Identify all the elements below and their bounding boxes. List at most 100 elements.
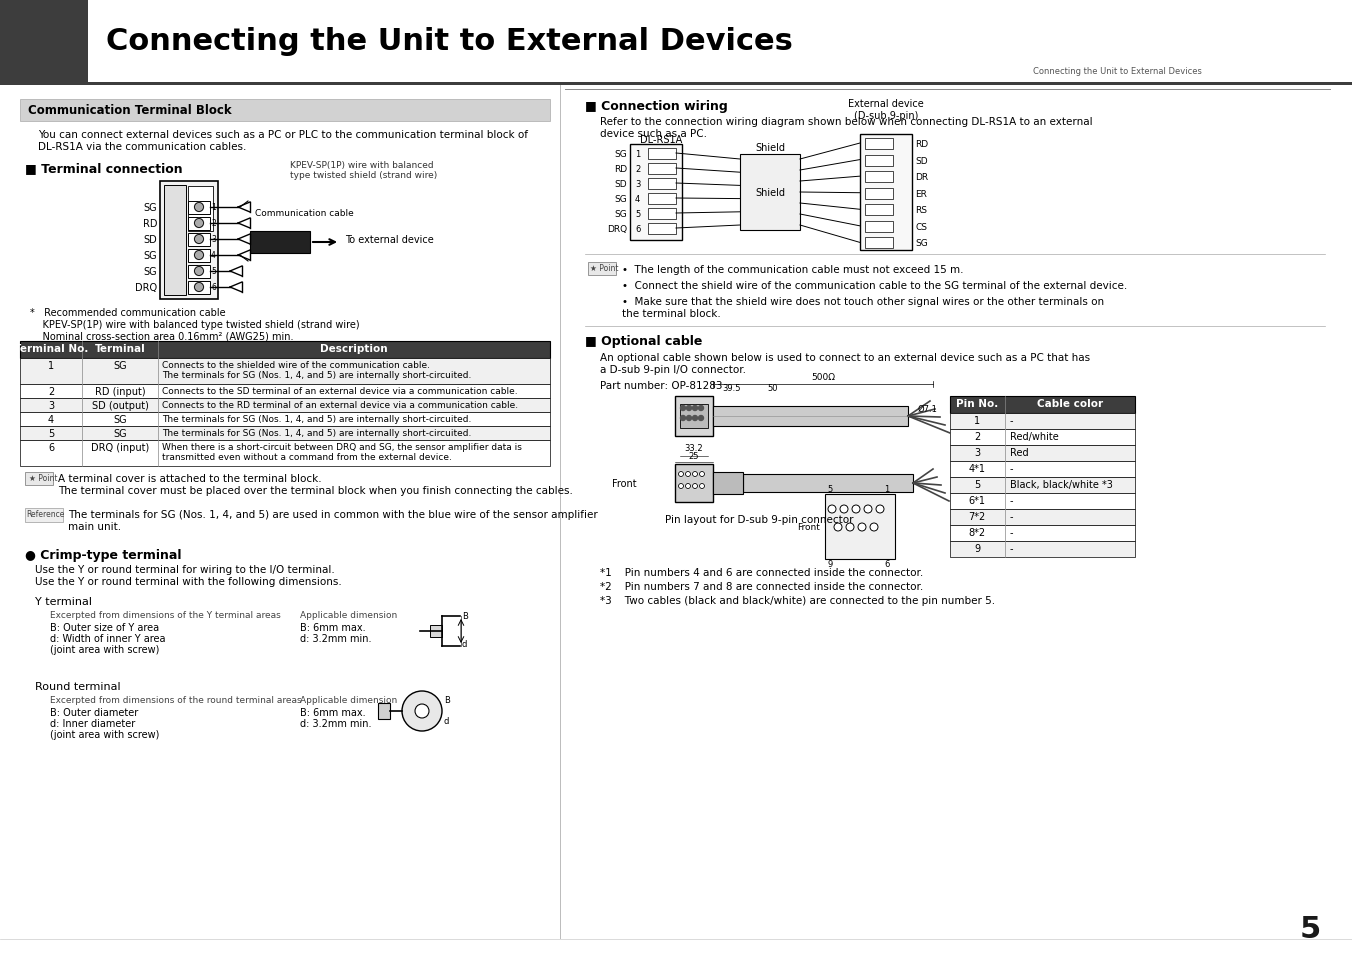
Text: 6*1: 6*1 (968, 496, 986, 505)
Text: ■ Optional cable: ■ Optional cable (585, 335, 703, 348)
Bar (865, 222, 894, 233)
Bar (430, 625, 442, 638)
Text: •  The length of the communication cable must not exceed 15 m.: • The length of the communication cable … (622, 265, 964, 274)
Text: RD: RD (915, 140, 927, 149)
Bar (860, 135, 913, 251)
Text: Communication cable: Communication cable (256, 209, 354, 218)
Bar (188, 218, 210, 231)
Text: 2: 2 (211, 219, 216, 228)
Bar (20, 358, 550, 385)
Circle shape (687, 416, 691, 421)
Text: Cable color: Cable color (1037, 398, 1103, 409)
Text: You can connect external devices such as a PC or PLC to the communication termin: You can connect external devices such as… (38, 130, 529, 152)
Text: To external device: To external device (345, 234, 434, 245)
Circle shape (692, 472, 698, 477)
Text: B: B (462, 612, 468, 620)
Text: SG: SG (614, 210, 627, 219)
Text: The terminals for SG (Nos. 1, 4, and 5) are internally short-circuited.: The terminals for SG (Nos. 1, 4, and 5) … (162, 415, 472, 423)
Text: Connecting the Unit to External Devices: Connecting the Unit to External Devices (105, 28, 792, 56)
Text: Use the Y or round terminal for wiring to the I/O terminal.
Use the Y or round t: Use the Y or round terminal for wiring t… (35, 564, 342, 586)
Text: ● Crimp-type terminal: ● Crimp-type terminal (24, 548, 181, 561)
Text: Connecting the Unit to External Devices: Connecting the Unit to External Devices (1033, 67, 1202, 76)
Text: CS: CS (915, 223, 927, 232)
Bar (950, 446, 1134, 461)
Bar (950, 414, 1134, 430)
Bar (648, 149, 676, 160)
Text: SG: SG (114, 360, 127, 371)
Text: Round terminal: Round terminal (35, 681, 120, 691)
Text: •  Make sure that the shield wire does not touch other signal wires or the other: • Make sure that the shield wire does no… (622, 296, 1105, 318)
Bar (648, 164, 676, 174)
Text: DL-RS1A: DL-RS1A (639, 135, 683, 145)
Text: ★ Point: ★ Point (28, 474, 58, 482)
Bar (630, 145, 681, 241)
Circle shape (834, 523, 842, 532)
Bar (740, 154, 800, 231)
Text: KPEV-SP(1P) wire with balanced
type twisted shield (strand wire): KPEV-SP(1P) wire with balanced type twis… (289, 160, 437, 180)
Text: 4: 4 (211, 251, 216, 260)
Text: Front: Front (798, 523, 821, 532)
Text: 3: 3 (211, 234, 216, 244)
Bar (680, 405, 708, 429)
Text: DR: DR (915, 172, 927, 182)
Text: RD: RD (614, 165, 627, 173)
Text: SD: SD (614, 180, 627, 189)
Text: 50: 50 (768, 384, 779, 393)
Text: 1: 1 (211, 203, 216, 212)
Text: SG: SG (143, 203, 157, 213)
Text: 5: 5 (973, 479, 980, 490)
Text: 1: 1 (973, 416, 980, 426)
Bar (865, 238, 894, 249)
Text: External device
(D-sub 9-pin): External device (D-sub 9-pin) (848, 99, 923, 121)
Circle shape (195, 252, 204, 260)
Circle shape (864, 505, 872, 514)
Text: Ø7.1: Ø7.1 (918, 405, 938, 414)
Text: RD: RD (142, 219, 157, 229)
Text: 5: 5 (47, 429, 54, 438)
Text: (joint area with screw): (joint area with screw) (50, 729, 160, 740)
Circle shape (859, 523, 867, 532)
Text: 6: 6 (47, 442, 54, 453)
Text: B: Outer diameter: B: Outer diameter (50, 707, 138, 718)
Text: Front: Front (612, 478, 637, 489)
Bar (0, 0, 88, 83)
Bar (0, 938, 1352, 953)
Circle shape (876, 505, 884, 514)
Circle shape (852, 505, 860, 514)
Circle shape (685, 472, 691, 477)
Circle shape (869, 523, 877, 532)
Text: -: - (1010, 543, 1014, 554)
Text: 2: 2 (635, 165, 641, 173)
Bar (865, 205, 894, 216)
Text: SD: SD (915, 156, 927, 166)
Bar (379, 703, 389, 720)
Text: 5: 5 (827, 484, 833, 494)
Bar (20, 100, 550, 122)
Bar (188, 282, 210, 294)
Circle shape (840, 505, 848, 514)
Text: When there is a short-circuit between DRQ and SG, the sensor amplifier data is
t: When there is a short-circuit between DR… (162, 442, 522, 462)
Circle shape (680, 406, 685, 411)
Text: 25: 25 (688, 452, 699, 460)
Bar (950, 525, 1134, 541)
Text: d: Width of inner Y area: d: Width of inner Y area (50, 634, 165, 643)
Text: SD: SD (143, 234, 157, 245)
Text: Red: Red (1010, 448, 1029, 457)
Text: SG: SG (614, 194, 627, 204)
Text: A terminal cover is attached to the terminal block.
The terminal cover must be p: A terminal cover is attached to the term… (58, 474, 573, 495)
Bar (20, 385, 550, 398)
Text: 6: 6 (884, 559, 890, 568)
Text: -: - (1010, 463, 1014, 474)
Circle shape (687, 406, 691, 411)
Circle shape (679, 472, 684, 477)
Text: ★ Point: ★ Point (589, 264, 618, 273)
Bar (675, 396, 713, 436)
Text: Part number: OP-81283: Part number: OP-81283 (600, 380, 722, 391)
Text: Applicable dimension: Applicable dimension (300, 696, 397, 704)
Text: Excerpted from dimensions of the Y terminal areas: Excerpted from dimensions of the Y termi… (50, 610, 281, 619)
Text: 7*2: 7*2 (968, 512, 986, 521)
Bar (188, 233, 210, 247)
Text: •  Connect the shield wire of the communication cable to the SG terminal of the : • Connect the shield wire of the communi… (622, 281, 1128, 291)
Circle shape (699, 416, 703, 421)
Text: d: 3.2mm min.: d: 3.2mm min. (300, 634, 372, 643)
